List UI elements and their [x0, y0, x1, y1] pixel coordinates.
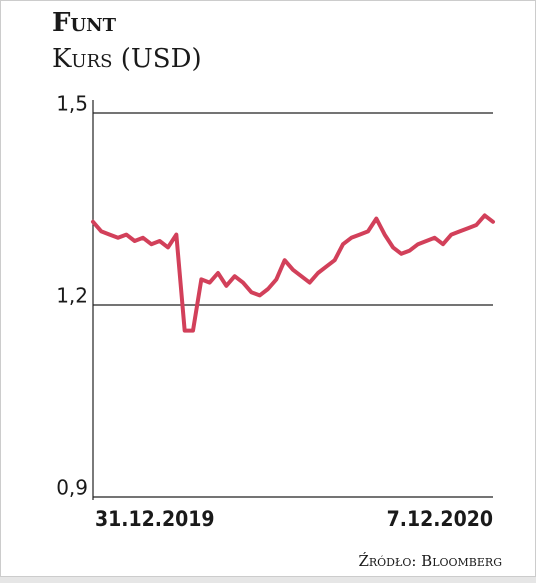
y-tick-label: 0,9 — [56, 476, 88, 500]
bottom-strip — [0, 577, 536, 583]
chart-title: Funt — [52, 8, 117, 38]
data-line — [91, 213, 495, 333]
y-tick-label: 1,5 — [56, 92, 88, 116]
x-tick-label: 31.12.2019 — [95, 507, 215, 531]
y-tick-label: 1,2 — [56, 284, 88, 308]
chart-subtitle: Kurs (USD) — [52, 44, 202, 74]
x-tick-label: 7.12.2020 — [387, 507, 493, 531]
source: Źródło: Bloomberg — [358, 552, 502, 570]
